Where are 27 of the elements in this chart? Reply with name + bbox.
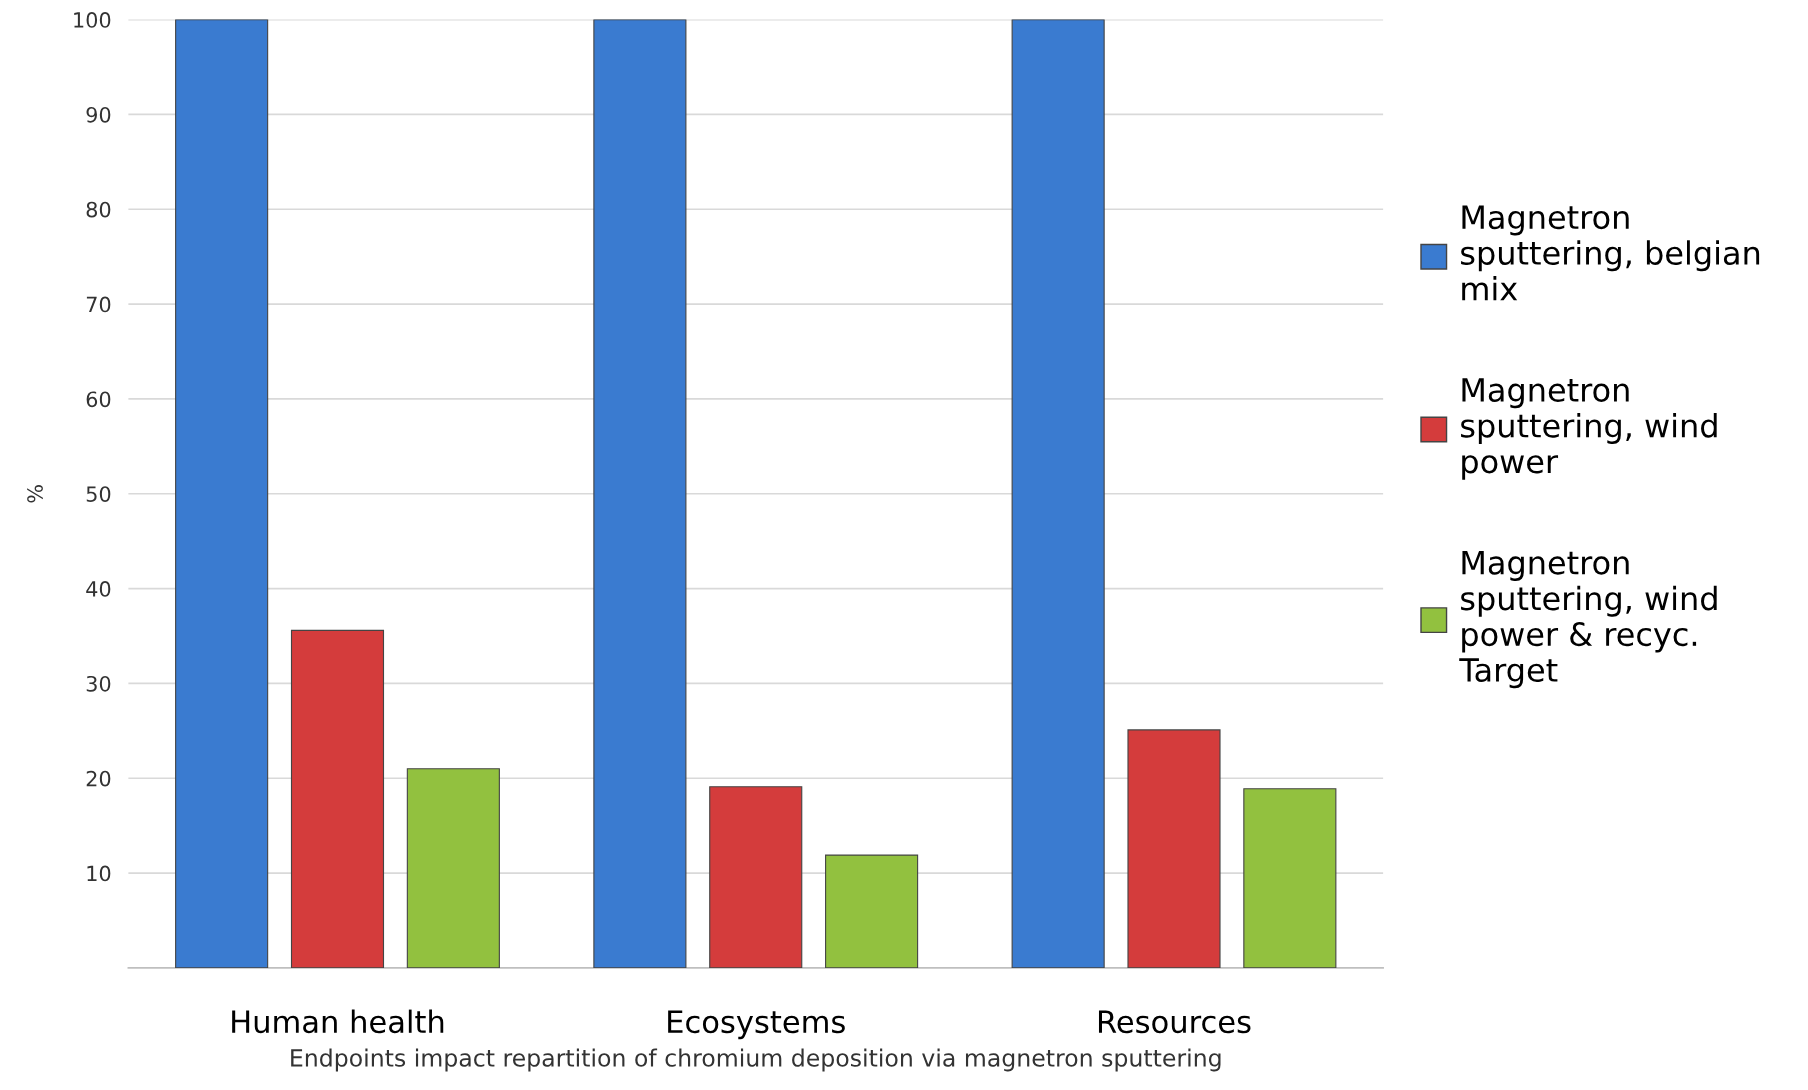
y-tick-label: 90 — [86, 106, 111, 123]
y-tick-label: 40 — [86, 581, 111, 597]
legend-label: Magnetron sputtering, belgian mix — [1461, 205, 1760, 301]
bar — [290, 629, 385, 968]
bar — [406, 768, 500, 968]
legend-label: Magnetron sputtering, wind power & recyc. Target — [1459, 550, 1717, 689]
y-axis-title: % — [27, 485, 43, 503]
y-tick-label: 70 — [86, 296, 111, 313]
y-tick-label: 10 — [87, 865, 111, 882]
y-tick-label: 100 — [74, 12, 111, 28]
bar — [1243, 788, 1337, 968]
y-tick-label: 30 — [86, 675, 111, 692]
bar — [175, 19, 269, 968]
bar — [825, 854, 919, 968]
y-tick-label: 50 — [86, 486, 111, 502]
x-tick-label: Ecosystems — [668, 1010, 845, 1040]
y-tick-label: 60 — [86, 391, 111, 408]
legend-label: Magnetron sputtering, wind power — [1461, 378, 1717, 480]
bar — [593, 19, 687, 968]
bar — [709, 786, 803, 968]
bar — [1127, 729, 1221, 968]
x-axis-title: Endpoints impact repartition of chromium deposition via magnetron sputtering — [291, 1048, 1221, 1072]
bar — [1011, 19, 1105, 968]
x-tick-label: Human health — [232, 1009, 444, 1034]
y-tick-label: 80 — [86, 201, 111, 218]
y-tick-label: 20 — [86, 770, 111, 787]
x-tick-label: Resources — [1098, 1010, 1251, 1034]
